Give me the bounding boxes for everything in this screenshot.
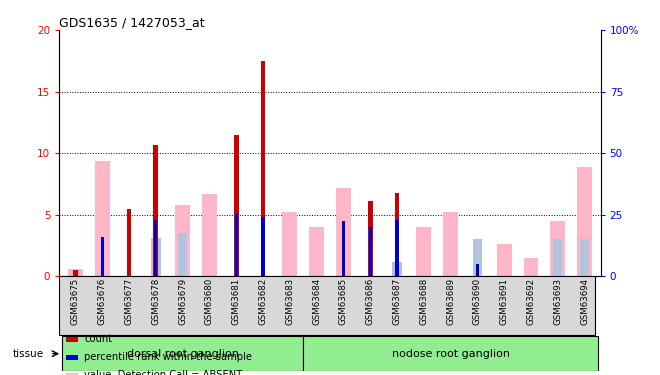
Bar — [577, 167, 592, 276]
Bar — [473, 240, 482, 276]
Text: GSM63675: GSM63675 — [71, 278, 80, 325]
Bar — [68, 269, 83, 276]
Bar — [476, 264, 479, 276]
Bar — [127, 209, 131, 276]
Bar — [416, 227, 431, 276]
Bar — [59, 276, 595, 335]
Bar — [234, 135, 239, 276]
Text: tissue: tissue — [12, 349, 44, 359]
Text: GSM63685: GSM63685 — [339, 278, 348, 325]
Bar — [550, 221, 565, 276]
Bar — [234, 214, 238, 276]
Bar — [73, 270, 78, 276]
Bar — [342, 221, 345, 276]
Bar — [395, 220, 399, 276]
Bar — [176, 205, 190, 276]
Bar — [580, 240, 589, 276]
Text: GSM63691: GSM63691 — [500, 278, 509, 324]
Bar — [151, 238, 160, 276]
Text: GSM63690: GSM63690 — [473, 278, 482, 324]
Text: GSM63686: GSM63686 — [366, 278, 375, 325]
Text: GSM63692: GSM63692 — [527, 278, 535, 324]
Bar — [444, 212, 458, 276]
Text: GSM63688: GSM63688 — [419, 278, 428, 325]
Text: GSM63680: GSM63680 — [205, 278, 214, 325]
Text: GSM63677: GSM63677 — [125, 278, 133, 325]
Bar — [95, 160, 110, 276]
Bar — [336, 188, 350, 276]
Text: GSM63682: GSM63682 — [259, 278, 267, 325]
Bar — [303, 336, 598, 371]
Bar — [101, 237, 104, 276]
Bar — [261, 61, 265, 276]
Bar — [282, 212, 297, 276]
Text: GDS1635 / 1427053_at: GDS1635 / 1427053_at — [59, 16, 205, 29]
Bar — [553, 240, 562, 276]
Bar — [523, 258, 539, 276]
Bar — [368, 227, 372, 276]
Text: GSM63676: GSM63676 — [98, 278, 107, 325]
Text: GSM63693: GSM63693 — [553, 278, 562, 324]
Text: GSM63679: GSM63679 — [178, 278, 187, 324]
Bar — [178, 233, 187, 276]
Bar — [368, 201, 373, 276]
Bar — [62, 336, 303, 371]
Text: dorsal root ganglion: dorsal root ganglion — [127, 349, 238, 359]
Text: GSM63678: GSM63678 — [151, 278, 160, 325]
Bar — [310, 227, 324, 276]
Text: GSM63687: GSM63687 — [393, 278, 401, 325]
Text: value, Detection Call = ABSENT: value, Detection Call = ABSENT — [84, 370, 243, 375]
Bar — [202, 194, 216, 276]
Bar — [153, 145, 158, 276]
Text: count: count — [84, 334, 113, 344]
Bar — [261, 217, 265, 276]
Text: nodose root ganglion: nodose root ganglion — [391, 349, 510, 359]
Text: GSM63684: GSM63684 — [312, 278, 321, 325]
Text: percentile rank within the sample: percentile rank within the sample — [84, 352, 253, 362]
Text: GSM63683: GSM63683 — [285, 278, 294, 325]
Bar — [154, 220, 158, 276]
Bar — [392, 262, 402, 276]
Bar — [497, 244, 512, 276]
Text: GSM63694: GSM63694 — [580, 278, 589, 324]
Text: GSM63681: GSM63681 — [232, 278, 241, 325]
Text: GSM63689: GSM63689 — [446, 278, 455, 324]
Bar — [395, 193, 399, 276]
